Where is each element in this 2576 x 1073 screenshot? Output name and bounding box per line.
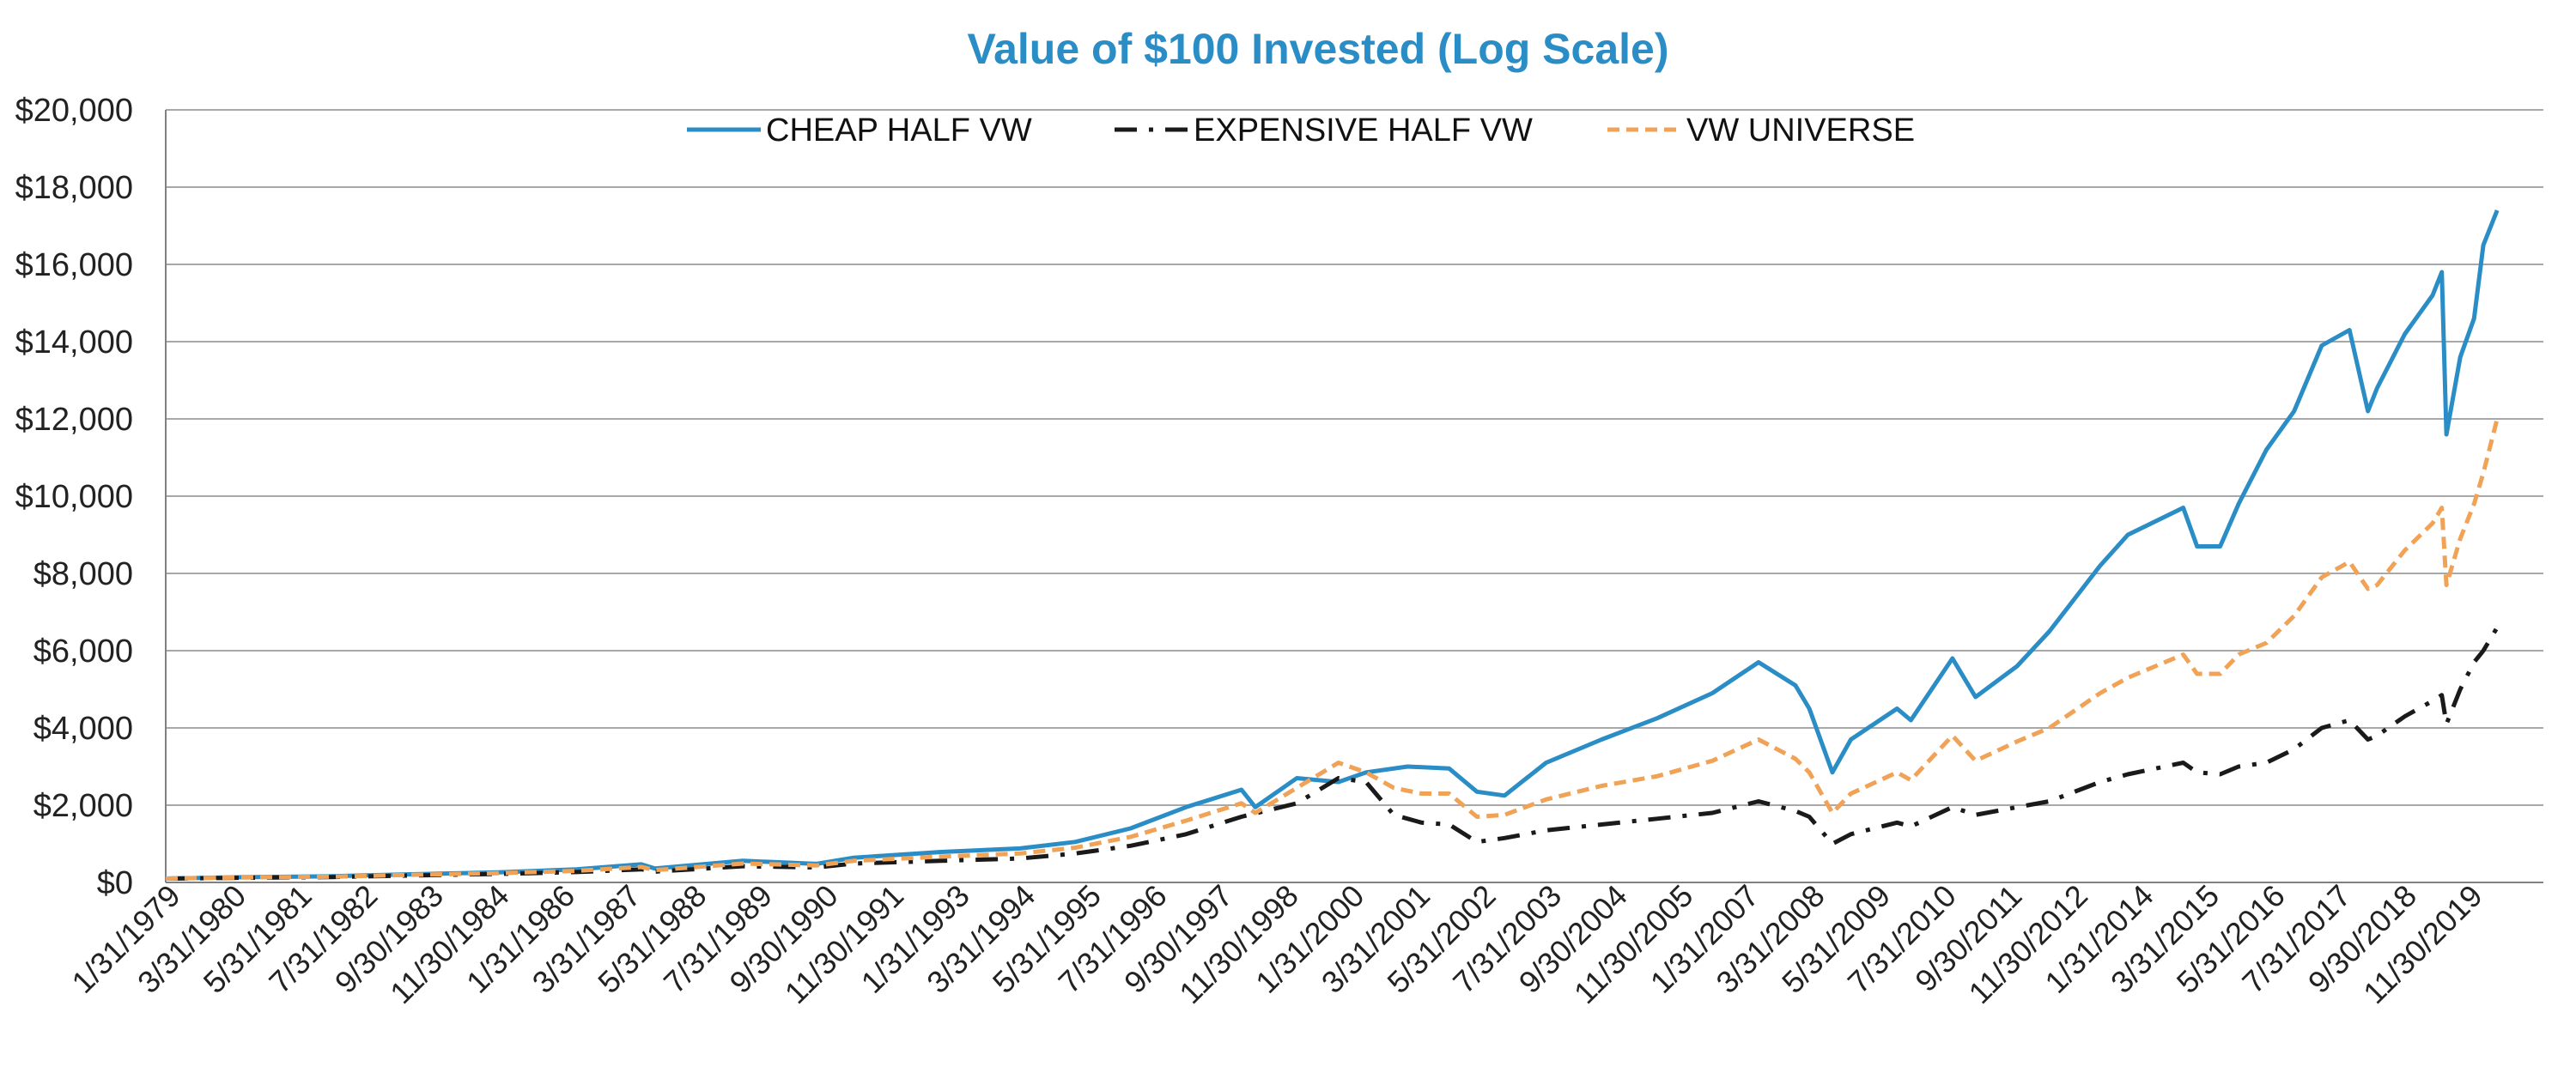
legend: CHEAP HALF VW EXPENSIVE HALF VW VW UNIVERS… xyxy=(687,112,1915,149)
series-line-1 xyxy=(165,209,2500,881)
y-tick-label: $14,000 xyxy=(15,324,133,361)
series-line-3 xyxy=(165,418,2500,881)
y-tick-label: $0 xyxy=(97,865,133,901)
y-tick-label: $12,000 xyxy=(15,402,133,438)
y-tick-label: $10,000 xyxy=(15,479,133,515)
y-tick-label: $2,000 xyxy=(33,788,133,824)
gridlines xyxy=(166,109,2543,806)
y-tick-label: $4,000 xyxy=(33,711,133,747)
chart-title: Value of $100 Invested (Log Scale) xyxy=(968,25,1669,73)
axes xyxy=(165,110,2543,883)
legend-label-2: EXPENSIVE HALF VW xyxy=(1194,112,1533,149)
y-tick-label: $18,000 xyxy=(15,170,133,206)
legend-label-1: CHEAP HALF VW xyxy=(766,112,1032,149)
y-axis-tick-labels: $0 $2,000 $4,000 $6,000 $8,000 $10,000 $12,000… xyxy=(15,93,133,901)
y-tick-label: $8,000 xyxy=(33,556,133,592)
legend-label-3: VW UNIVERSE xyxy=(1686,112,1915,149)
y-tick-label: $16,000 xyxy=(15,247,133,283)
series-lines xyxy=(165,209,2500,881)
y-tick-label: $6,000 xyxy=(33,633,133,670)
y-tick-label: $20,000 xyxy=(15,93,133,129)
x-axis-tick-labels: 1/31/19793/31/19805/31/19817/31/19829/30… xyxy=(64,878,2488,1011)
series-line-2 xyxy=(165,626,2500,881)
